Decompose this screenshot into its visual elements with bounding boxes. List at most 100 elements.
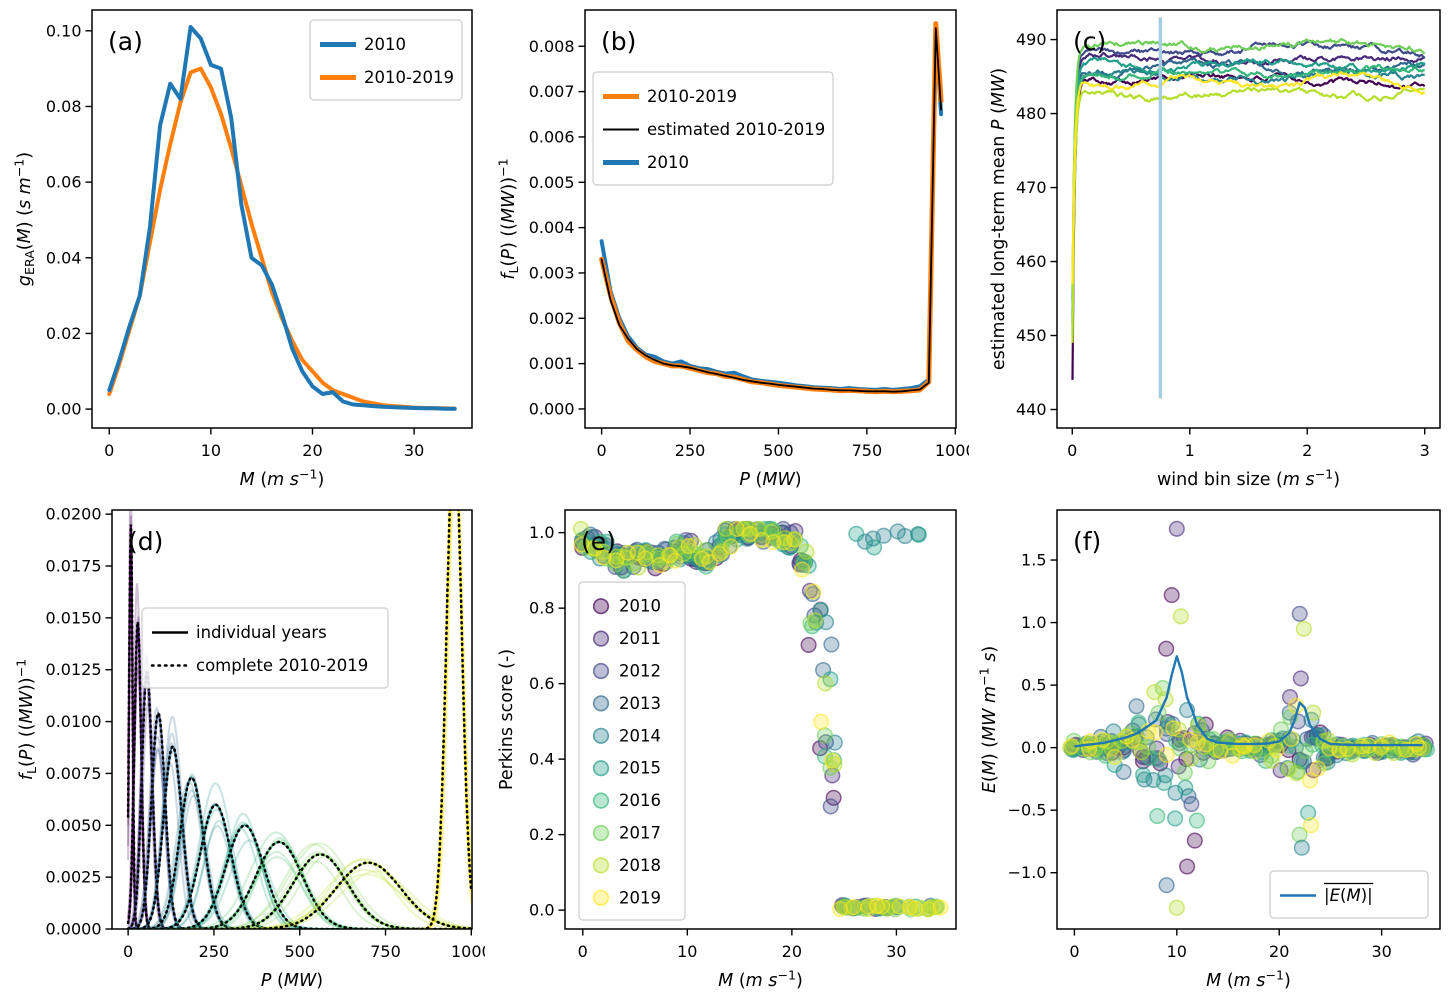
legend-label: 2017: [619, 824, 661, 843]
year-line-2019: [1071, 71, 1426, 284]
scatter-point: [1291, 605, 1308, 622]
axes-frame: [564, 509, 957, 930]
scatter-point: [693, 550, 710, 567]
axes-frame: [1056, 9, 1441, 429]
scatter-point: [1165, 720, 1182, 737]
y-tick-label: 450: [1016, 326, 1047, 345]
legend-marker: [592, 630, 610, 647]
y-tick-label: 1.0: [529, 523, 554, 542]
legend-label: 2016: [619, 791, 661, 810]
y-tick-label: 480: [1016, 104, 1047, 123]
y-tick-label: 0.0025: [46, 868, 102, 887]
legend-marker: [592, 889, 610, 906]
chart-f-error-scatter: 0 10 20 30 −1.0 −0.5 0.0 0.5 1.0 1.5 M (m s−1) E(M)…: [976, 509, 1441, 991]
plot-area-e: [572, 520, 949, 918]
x-tick-label: 10: [201, 441, 221, 460]
legend-label: 2013: [619, 694, 661, 713]
axes-frame: [584, 9, 957, 429]
scatter-point: [1158, 640, 1175, 657]
y-tick-label: 0.0150: [46, 608, 102, 627]
scatter-point: [1301, 772, 1319, 789]
panel-letter: (f): [1073, 527, 1101, 556]
y-tick-label: 0.000: [529, 399, 575, 418]
legend-marker: [592, 824, 610, 842]
legend-label: complete 2010-2019: [196, 656, 368, 675]
scatter-point: [1309, 760, 1327, 777]
panel-letter: (e): [581, 527, 616, 556]
x-tick-label: 20: [1269, 942, 1289, 961]
scatter-point: [822, 798, 839, 815]
scatter-point: [1170, 758, 1187, 775]
x-tick-label: 2: [1302, 441, 1312, 460]
scatter-point: [1268, 741, 1285, 758]
year-line-2013: [1071, 57, 1426, 336]
scatter-point: [1183, 750, 1200, 767]
legend-label: 2010: [619, 597, 661, 616]
scatter-point: [713, 543, 730, 560]
scatter-point: [813, 713, 830, 730]
year-line-2018: [1071, 86, 1426, 343]
plot-area-f: [1062, 520, 1435, 916]
y-tick-label: 0.008: [529, 37, 575, 56]
y-tick-label: −0.5: [1008, 801, 1047, 820]
scatter-point: [823, 636, 840, 653]
legend-label: 2010: [647, 153, 689, 172]
chart-a-wind-speed-distribution: 0 10 20 30 0.00 0.02 0.04 0.06 0.08 0.10 M (m s−1)…: [11, 9, 473, 490]
y-tick-label: 0.06: [46, 173, 82, 192]
axes-frame: [91, 9, 473, 429]
year-line-2016: [1071, 63, 1425, 321]
y-tick-label: 0.0125: [46, 660, 102, 679]
y-axis-label: fL(P) ((MW))−1: [495, 158, 521, 279]
y-axis-label: E(M) (MW m−1 s): [976, 646, 1000, 793]
y-tick-label: 0.10: [46, 21, 82, 40]
legend-label: 2012: [619, 662, 661, 681]
legend-marker: [592, 760, 610, 777]
scatter-point: [1168, 899, 1185, 916]
scatter-point: [1167, 784, 1184, 801]
legend-marker: [592, 662, 610, 680]
y-tick-label: 0.4: [529, 750, 554, 769]
y-tick-label: 0.007: [529, 82, 575, 101]
legend-box: [309, 19, 463, 101]
x-tick-label: 3: [1420, 441, 1430, 460]
scatter-point: [722, 538, 739, 555]
y-tick-label: 0.003: [529, 263, 575, 282]
y-tick-label: 460: [1016, 252, 1047, 271]
series-estimated 2010-2019: [600, 27, 942, 393]
scatter-point: [1106, 748, 1123, 765]
scatter-point: [1149, 808, 1166, 825]
y-tick-label: 0.6: [529, 674, 554, 693]
scatter-point: [807, 612, 824, 629]
y-tick-label: 0.0200: [46, 505, 102, 524]
scatter-point: [1158, 746, 1175, 763]
scatter-point: [825, 789, 842, 806]
scatter-point: [1288, 765, 1305, 782]
x-tick-label: 500: [284, 942, 315, 961]
x-tick-label: 0: [578, 942, 588, 961]
scatter-point: [1295, 620, 1312, 637]
y-axis-label: fL(P) ((MW))−1: [13, 659, 39, 780]
x-tick-label: 750: [852, 441, 883, 460]
scatter-point: [1128, 698, 1145, 715]
y-tick-label: 0.04: [46, 248, 82, 267]
scatter-point: [816, 727, 833, 744]
panel-c: 0 1 2 3 440 450 460 470 480 490 wind bin size (m s…: [969, 0, 1453, 500]
panel-f: 0 10 20 30 −1.0 −0.5 0.0 0.5 1.0 1.5 M (m s−1) E(M)…: [969, 500, 1453, 1001]
scatter-point: [1188, 812, 1205, 829]
legend-box: [1269, 870, 1429, 919]
x-axis-label: P (MW): [739, 470, 801, 490]
scatter-point: [765, 534, 782, 551]
scatter-point: [845, 899, 862, 916]
x-axis-label: P (MW): [261, 971, 323, 991]
scatter-point: [1158, 877, 1175, 894]
x-axis-label: wind bin size (m s−1): [1157, 466, 1340, 490]
scatter-point: [832, 900, 849, 918]
complete-period-dotted-curve: [415, 510, 472, 929]
y-tick-label: 0.08: [46, 97, 82, 116]
axes-frame: [1056, 509, 1441, 930]
scatter-point: [1302, 817, 1320, 834]
scatter-point: [1168, 520, 1185, 537]
